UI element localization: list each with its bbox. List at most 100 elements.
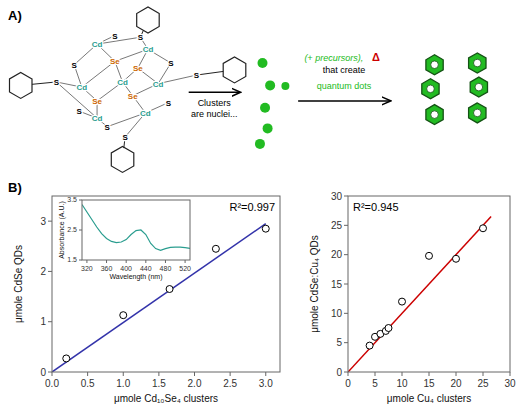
- panel-label: A): [8, 8, 22, 23]
- x-tick: [87, 372, 88, 376]
- x-tick-label: 1.0: [116, 378, 130, 389]
- cage-bond: [158, 75, 196, 84]
- atom-label: S: [122, 133, 128, 142]
- atom-label: Se: [128, 92, 138, 101]
- atom-label: S: [77, 107, 83, 116]
- atom-label: S: [194, 71, 200, 80]
- annotation: R²=0.945: [353, 201, 399, 213]
- y-tick-label: 1.5: [67, 256, 77, 263]
- x-tick-label: 1.5: [152, 378, 166, 389]
- y-tick-label: 0: [336, 367, 342, 378]
- annotation: Clusters: [198, 98, 232, 108]
- seed-dot: [281, 82, 289, 90]
- quantum-dot: [469, 53, 486, 73]
- x-tick: [165, 260, 166, 263]
- scatter-point: [120, 312, 127, 319]
- y-tick-label: 2: [40, 266, 46, 277]
- y-tick: [344, 372, 348, 373]
- x-tick-label: 2.5: [223, 378, 237, 389]
- y-tick: [79, 200, 82, 201]
- y-tick: [79, 260, 82, 261]
- x-axis-label: Wavelength (nm): [109, 273, 162, 281]
- x-tick-label: 2.0: [188, 378, 202, 389]
- plot-frame: [82, 200, 190, 260]
- quantum-dot: [422, 79, 439, 99]
- data-layer: [82, 205, 190, 251]
- x-tick-label: 400: [120, 265, 132, 272]
- y-tick-label: 2.5: [67, 226, 77, 233]
- x-axis-label: μmole Cd₁₀Se₄ clusters: [114, 393, 218, 404]
- scatter-point: [399, 298, 406, 305]
- atom-label: S: [166, 99, 172, 108]
- arrow: [189, 92, 240, 94]
- benzene-ring: [137, 7, 160, 33]
- y-axis-label: μmole CdSe QDs: [13, 245, 24, 323]
- benzene-ring: [111, 146, 134, 172]
- x-tick: [145, 260, 146, 263]
- cage-bond: [56, 82, 97, 118]
- x-tick-label: 0.0: [45, 378, 59, 389]
- quantum-dot-core: [473, 109, 481, 117]
- x-tick: [265, 372, 266, 376]
- atom-label: S: [138, 33, 144, 42]
- quantum-dot: [470, 77, 487, 97]
- quantum-dot-core: [427, 85, 435, 93]
- atom-label: Se: [133, 64, 143, 73]
- y-tick: [344, 196, 348, 197]
- scatter-point: [385, 325, 392, 332]
- figure: A)CdCdCdCdCdCdCdSeSeSeSeSSSSSSSSSSCluste…: [0, 0, 525, 415]
- scatter-point: [426, 252, 433, 259]
- x-tick-label: 440: [140, 265, 152, 272]
- x-tick-label: 3.0: [259, 378, 273, 389]
- ligand-bond: [196, 71, 223, 75]
- annotation: are nuclei...: [191, 109, 238, 119]
- scatter-point: [262, 225, 269, 232]
- y-tick: [48, 321, 52, 322]
- atom-label: Cd: [92, 40, 103, 49]
- y-tick: [344, 254, 348, 255]
- atom-label: S: [168, 59, 174, 68]
- seed-dot: [263, 123, 273, 133]
- quantum-dot-core: [473, 59, 481, 67]
- benzene-ring: [10, 72, 33, 98]
- atom-label: S: [54, 78, 60, 87]
- annotation: that create: [323, 65, 366, 75]
- plot-frame: [52, 196, 280, 372]
- plot-background: [82, 200, 190, 260]
- annotation: Δ: [372, 51, 380, 63]
- x-tick-label: 25: [477, 378, 489, 389]
- x-tick-label: 15: [423, 378, 435, 389]
- x-tick-label: 0: [345, 378, 351, 389]
- y-tick-label: 30: [331, 191, 343, 202]
- atom-label: S: [112, 32, 118, 41]
- y-tick-label: 20: [331, 249, 343, 260]
- x-tick: [483, 372, 484, 376]
- x-tick: [194, 372, 195, 376]
- scatter-point: [212, 245, 219, 252]
- benzene-ring: [223, 57, 246, 83]
- y-tick: [79, 230, 82, 231]
- panel-label: B): [8, 180, 22, 195]
- seed-dot: [255, 139, 265, 149]
- x-tick: [106, 260, 107, 263]
- x-axis-label: μmole Cu₄ clusters: [387, 393, 471, 404]
- y-axis-label: Absorbance (A.U.): [58, 201, 66, 259]
- y-tick-label: 0: [40, 367, 46, 378]
- plot-frame: [348, 196, 510, 372]
- diagram: A)CdCdCdCdCdCdCdSeSeSeSeSSSSSSSSSSCluste…: [8, 7, 488, 172]
- x-tick: [402, 372, 403, 376]
- atom-label: S: [105, 123, 111, 132]
- x-tick: [429, 372, 430, 376]
- annotation: R²=0.997: [229, 201, 275, 213]
- scatter-point: [63, 355, 70, 362]
- x-tick-label: 520: [179, 265, 191, 272]
- y-axis-label: μmole CdSe:Cu₄ QDs: [309, 235, 320, 333]
- x-tick: [375, 372, 376, 376]
- atom-label: Se: [92, 97, 102, 106]
- atom-label: Cd: [76, 83, 87, 92]
- y-tick: [48, 372, 52, 373]
- seed-dot: [265, 80, 275, 90]
- atom-label: Se: [110, 57, 120, 66]
- x-tick-label: 0.5: [81, 378, 95, 389]
- atom-label: Cd: [92, 114, 103, 123]
